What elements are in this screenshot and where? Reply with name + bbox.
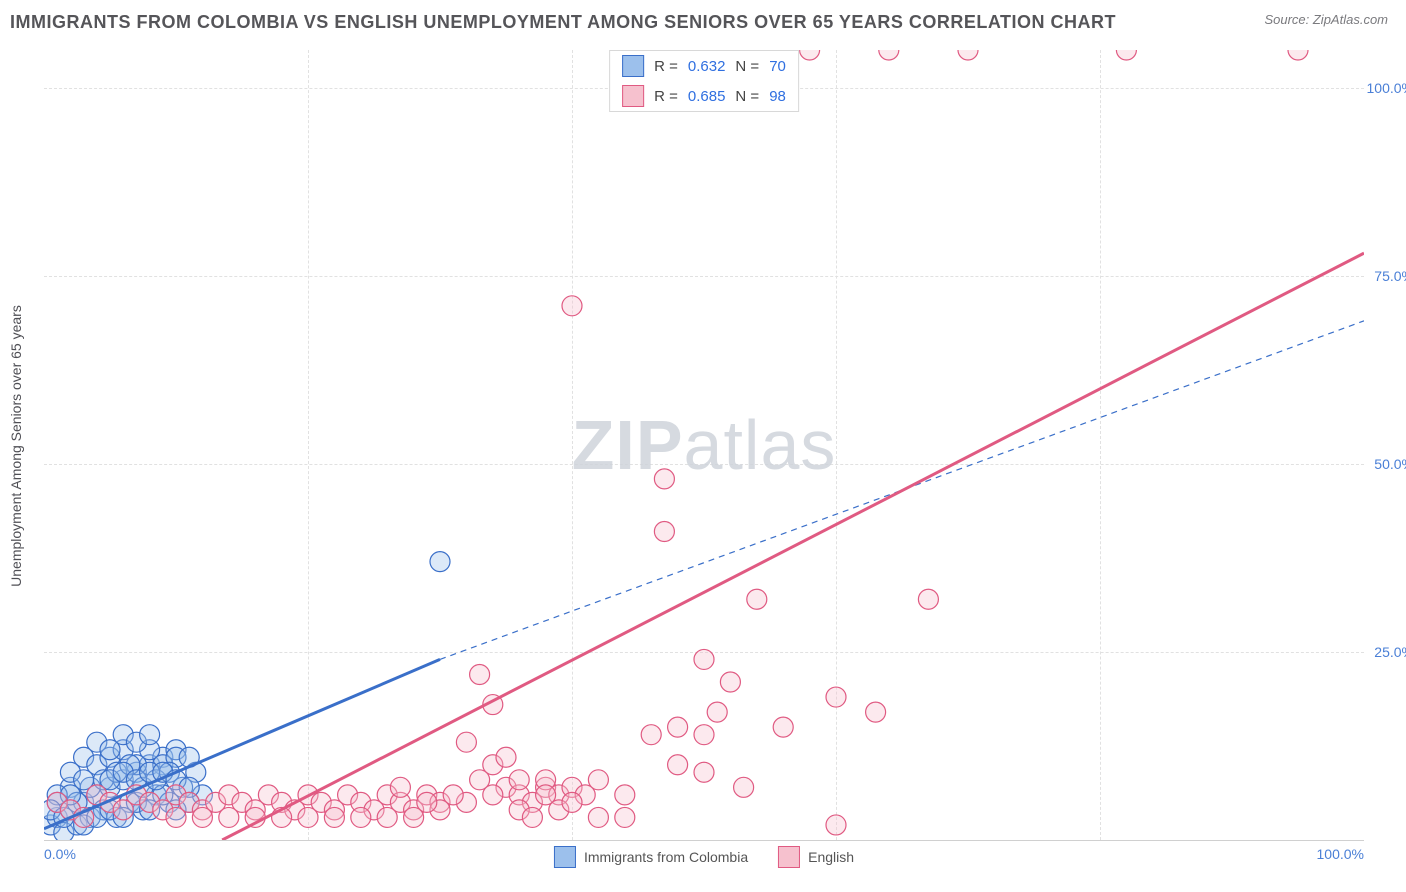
legend-swatch-english (622, 85, 644, 107)
legend-n-value-0: 70 (769, 58, 786, 75)
legend-swatch-icon (778, 846, 800, 868)
correlation-legend-row-1: R = 0.685 N = 98 (610, 81, 798, 111)
legend-swatch-icon (554, 846, 576, 868)
series-legend: Immigrants from Colombia English (554, 846, 854, 868)
y-axis-label: Unemployment Among Seniors over 65 years (8, 305, 24, 587)
series-legend-item-1: English (778, 846, 854, 868)
chart-title: IMMIGRANTS FROM COLOMBIA VS ENGLISH UNEM… (10, 12, 1116, 33)
legend-swatch-colombia (622, 55, 644, 77)
x-tick-label: 100.0% (1317, 846, 1364, 862)
chart-container: IMMIGRANTS FROM COLOMBIA VS ENGLISH UNEM… (0, 0, 1406, 892)
correlation-legend: R = 0.632 N = 70 R = 0.685 N = 98 (609, 50, 799, 112)
y-tick-label: 75.0% (1374, 268, 1406, 284)
series-legend-label-1: English (808, 849, 854, 865)
correlation-legend-row-0: R = 0.632 N = 70 (610, 51, 798, 81)
y-tick-label: 50.0% (1374, 456, 1406, 472)
legend-r-label: R = (654, 88, 678, 105)
x-tick-label: 0.0% (44, 846, 76, 862)
legend-n-value-1: 98 (769, 88, 786, 105)
legend-r-value-1: 0.685 (688, 88, 726, 105)
series-legend-label-0: Immigrants from Colombia (584, 849, 748, 865)
legend-r-value-0: 0.632 (688, 58, 726, 75)
plot-area: ZIPatlas R = 0.632 N = 70 R = 0.685 N = … (44, 50, 1364, 841)
legend-r-label: R = (654, 58, 678, 75)
y-tick-label: 100.0% (1367, 80, 1406, 96)
legend-n-label: N = (735, 88, 759, 105)
series-legend-item-0: Immigrants from Colombia (554, 846, 748, 868)
y-tick-label: 25.0% (1374, 644, 1406, 660)
source-attribution: Source: ZipAtlas.com (1264, 12, 1388, 27)
legend-n-label: N = (735, 58, 759, 75)
scatter-svg (44, 50, 1364, 840)
